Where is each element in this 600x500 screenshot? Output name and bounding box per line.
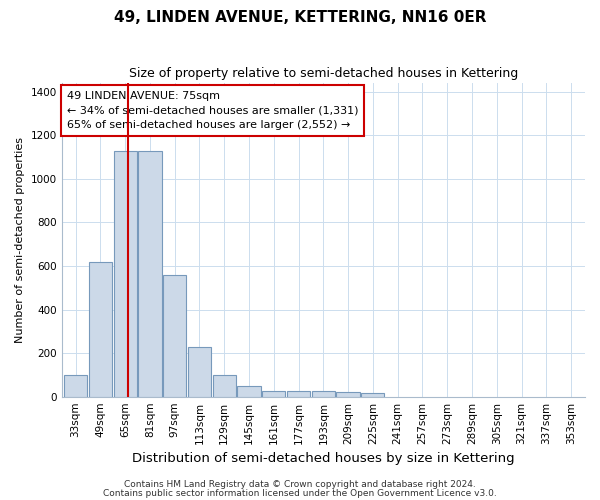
Title: Size of property relative to semi-detached houses in Kettering: Size of property relative to semi-detach… xyxy=(129,68,518,80)
Text: 49, LINDEN AVENUE, KETTERING, NN16 0ER: 49, LINDEN AVENUE, KETTERING, NN16 0ER xyxy=(114,10,486,25)
Bar xyxy=(312,391,335,396)
Bar xyxy=(287,391,310,396)
Bar xyxy=(337,392,360,396)
Bar xyxy=(113,150,137,396)
Bar xyxy=(163,274,187,396)
Y-axis label: Number of semi-detached properties: Number of semi-detached properties xyxy=(15,137,25,343)
Text: Contains public sector information licensed under the Open Government Licence v3: Contains public sector information licen… xyxy=(103,488,497,498)
X-axis label: Distribution of semi-detached houses by size in Kettering: Distribution of semi-detached houses by … xyxy=(132,452,515,465)
Bar xyxy=(238,386,260,396)
Bar xyxy=(361,394,385,396)
Text: 49 LINDEN AVENUE: 75sqm
← 34% of semi-detached houses are smaller (1,331)
65% of: 49 LINDEN AVENUE: 75sqm ← 34% of semi-de… xyxy=(67,91,358,130)
Text: Contains HM Land Registry data © Crown copyright and database right 2024.: Contains HM Land Registry data © Crown c… xyxy=(124,480,476,489)
Bar xyxy=(64,375,87,396)
Bar xyxy=(89,262,112,396)
Bar xyxy=(139,150,161,396)
Bar xyxy=(262,391,286,396)
Bar xyxy=(212,375,236,396)
Bar xyxy=(188,346,211,397)
